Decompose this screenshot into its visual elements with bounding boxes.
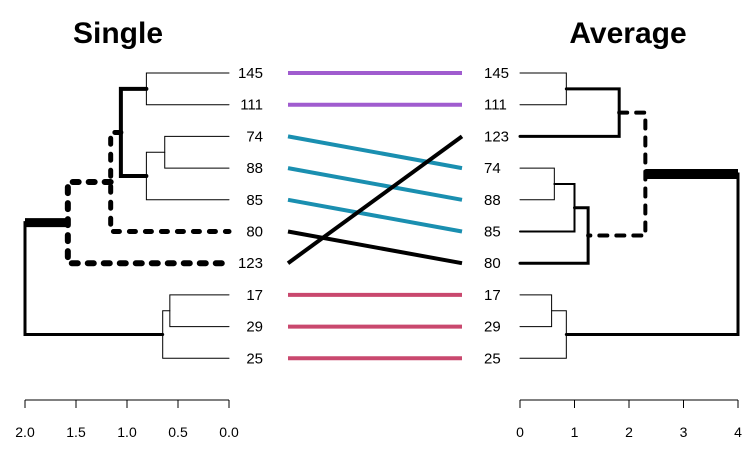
right-leaf-label: 111 xyxy=(484,97,507,114)
left-leaf-label: 74 xyxy=(246,128,263,145)
right-leaf-label: 74 xyxy=(484,160,501,177)
right-leaf-label: 145 xyxy=(484,65,509,82)
left-leaf-labels: 145 111 74 88 85 80 123 17 29 25 xyxy=(238,65,263,367)
left-leaf-label: 85 xyxy=(246,192,263,209)
left-leaf-label: 111 xyxy=(240,97,263,114)
right-branch-17-29 xyxy=(519,294,553,328)
left-leaf-label: 88 xyxy=(246,160,263,177)
connector-80 xyxy=(287,229,463,266)
right-leaf-label: 25 xyxy=(484,350,501,367)
right-branch-74-88 xyxy=(519,167,555,201)
left-branch-root xyxy=(23,221,165,337)
right-branch-root xyxy=(564,172,740,337)
left-leaf-label: 17 xyxy=(246,287,263,304)
right-axis-tick-label: 1 xyxy=(571,424,579,440)
right-leaf-label: 123 xyxy=(484,128,509,145)
right-title: Average xyxy=(569,17,686,50)
left-branch-17-29 xyxy=(169,294,230,328)
right-branch-upper xyxy=(586,110,648,238)
connector-88 xyxy=(287,166,463,202)
right-axis-tick-label: 0 xyxy=(516,424,524,440)
left-axis-tick-label: 2.0 xyxy=(15,424,35,440)
left-branch-cluster-a xyxy=(118,86,149,179)
connector-74 xyxy=(287,134,463,171)
right-axis-tick-label: 4 xyxy=(734,424,742,440)
left-axis-tick-label: 0.0 xyxy=(219,424,239,440)
left-dendrogram xyxy=(23,72,232,359)
right-leaf-label: 88 xyxy=(484,192,501,209)
left-axis-tick-label: 0.5 xyxy=(168,424,188,440)
connection-lines xyxy=(286,71,464,361)
left-leaf-label: 145 xyxy=(238,65,263,82)
left-branch-74-88-85 xyxy=(145,151,230,201)
connector-85 xyxy=(287,197,463,234)
right-leaf-label: 85 xyxy=(484,224,501,241)
right-branch-145-111 xyxy=(519,72,567,106)
left-branch-145-111 xyxy=(145,72,230,106)
left-branch-17-29-25 xyxy=(162,310,230,359)
right-dendrogram xyxy=(518,72,740,359)
left-leaf-label: 29 xyxy=(246,319,263,336)
right-leaf-label: 29 xyxy=(484,319,501,336)
right-branch-add-80 xyxy=(518,206,590,265)
right-leaf-labels: 145 111 123 74 88 85 80 17 29 25 xyxy=(484,65,509,367)
left-branch-74-88 xyxy=(164,135,230,169)
left-title: Single xyxy=(73,17,163,50)
right-leaf-label: 80 xyxy=(484,255,501,272)
right-axis-tick-label: 2 xyxy=(625,424,633,440)
right-axis: 0 1 2 3 4 xyxy=(516,399,742,440)
left-branch-add-80 xyxy=(108,129,232,234)
left-axis-tick-label: 1.5 xyxy=(66,424,86,440)
left-branch-add-123 xyxy=(64,178,232,267)
left-axis-tick-label: 1.0 xyxy=(117,424,137,440)
left-leaf-label: 80 xyxy=(246,224,263,241)
left-axis: 2.0 1.5 1.0 0.5 0.0 xyxy=(15,399,239,440)
left-leaf-label: 123 xyxy=(238,255,263,272)
right-branch-add-123 xyxy=(518,87,621,138)
left-leaf-label: 25 xyxy=(246,350,263,367)
right-axis-tick-label: 3 xyxy=(680,424,688,440)
connector-123 xyxy=(286,134,464,265)
right-leaf-label: 17 xyxy=(484,287,501,304)
right-branch-74-88-85 xyxy=(519,182,576,233)
right-branch-17-29-25 xyxy=(519,310,567,359)
